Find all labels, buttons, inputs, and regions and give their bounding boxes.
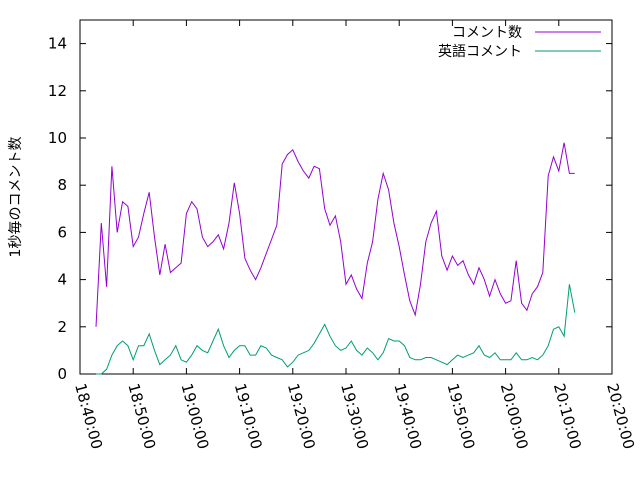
x-tick-label: 19:20:00: [284, 381, 319, 451]
x-tick-labels: 18:40:00 18:50:00 19:00:00 19:10:00 19:20:00…: [71, 381, 638, 451]
y-tick-label: 12: [48, 82, 67, 100]
y-tick-label: 6: [57, 223, 67, 241]
y-tick-label: 14: [48, 35, 67, 53]
x-tick-label: 18:50:00: [124, 381, 159, 451]
y-tick-labels: 0 2 4 6 8 10 12 14: [48, 35, 67, 383]
y-tick-label: 4: [57, 271, 67, 289]
x-tick-label: 20:10:00: [550, 381, 585, 451]
x-tick-label: 19:40:00: [390, 381, 425, 451]
legend-label: コメント数: [452, 25, 522, 41]
y-tick-label: 8: [57, 176, 67, 194]
series-lines: [95, 142, 576, 375]
x-tick-label: 19:10:00: [231, 381, 266, 451]
x-tick-label: 19:00:00: [178, 381, 213, 451]
x-tick-label: 18:40:00: [71, 381, 106, 451]
series-line: [96, 284, 576, 375]
x-tick-label: 19:30:00: [337, 381, 372, 451]
y-tick-label: 0: [57, 365, 67, 383]
y-tick-label: 2: [57, 318, 67, 336]
series-line: [95, 142, 575, 327]
x-tick-label: 20:00:00: [497, 381, 532, 451]
x-tick-label: 19:50:00: [444, 381, 479, 451]
axis-ticks: [79, 20, 613, 375]
plot-area-border: [79, 19, 613, 375]
y-tick-label: 10: [48, 129, 67, 147]
legend-label: 英語コメント: [438, 43, 522, 60]
x-tick-label: 20:20:00: [603, 381, 638, 451]
y-axis-title: 1秒毎のコメント数: [8, 137, 24, 258]
